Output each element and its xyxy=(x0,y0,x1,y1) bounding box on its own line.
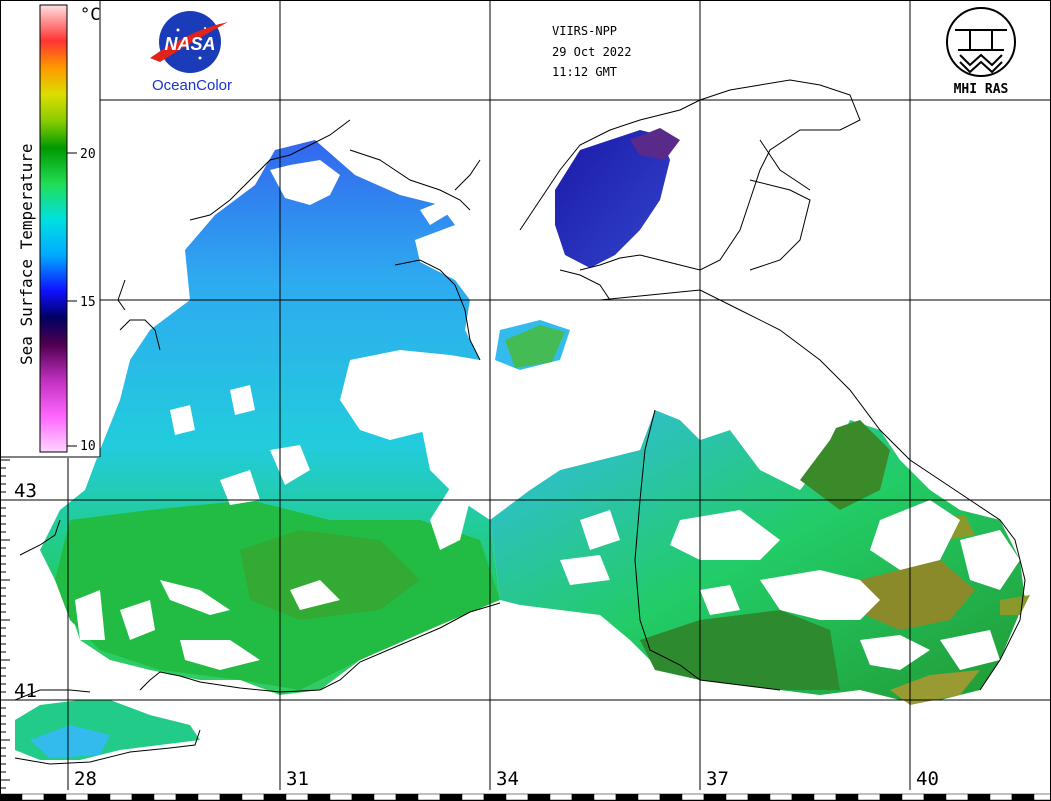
longitude-label-28: 28 xyxy=(74,768,97,790)
colorbar-title: Sea Surface Temperature xyxy=(17,143,36,365)
colorbar: °C 20 15 10 Sea Surface Temperature xyxy=(0,0,101,458)
latitude-label-43: 43 xyxy=(14,480,37,502)
mhi-ras-logo: MHI RAS xyxy=(946,7,1016,97)
latitude-label-41: 41 xyxy=(14,680,37,702)
longitude-label-31: 31 xyxy=(286,768,309,790)
colorbar-tick-15: 15 xyxy=(80,295,96,310)
cloud-mask xyxy=(75,160,1020,670)
oceancolor-caption: OceanColor xyxy=(152,77,232,94)
colorbar-gradient xyxy=(39,4,68,453)
satellite-name: VIIRS-NPP xyxy=(552,24,617,38)
longitude-label-34: 34 xyxy=(496,768,519,790)
bottom-scale-bar xyxy=(0,793,1051,801)
acquisition-date: 29 Oct 2022 xyxy=(552,45,631,59)
acquisition-time: 11:12 GMT xyxy=(552,65,617,79)
azov-sea-sst xyxy=(555,130,670,268)
colorbar-unit: °C xyxy=(80,5,100,25)
longitude-label-37: 37 xyxy=(706,768,729,790)
nasa-wordmark: NASA xyxy=(164,34,215,54)
colorbar-tick-20: 20 xyxy=(80,147,96,162)
left-border-ticks xyxy=(0,459,10,789)
nasa-logo: NASA OceanColor xyxy=(150,11,232,94)
longitude-label-40: 40 xyxy=(916,768,939,790)
colorbar-tick-10: 10 xyxy=(80,439,96,454)
mhi-ras-caption: MHI RAS xyxy=(954,82,1009,97)
